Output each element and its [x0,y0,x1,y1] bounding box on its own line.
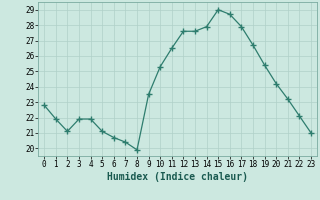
X-axis label: Humidex (Indice chaleur): Humidex (Indice chaleur) [107,172,248,182]
